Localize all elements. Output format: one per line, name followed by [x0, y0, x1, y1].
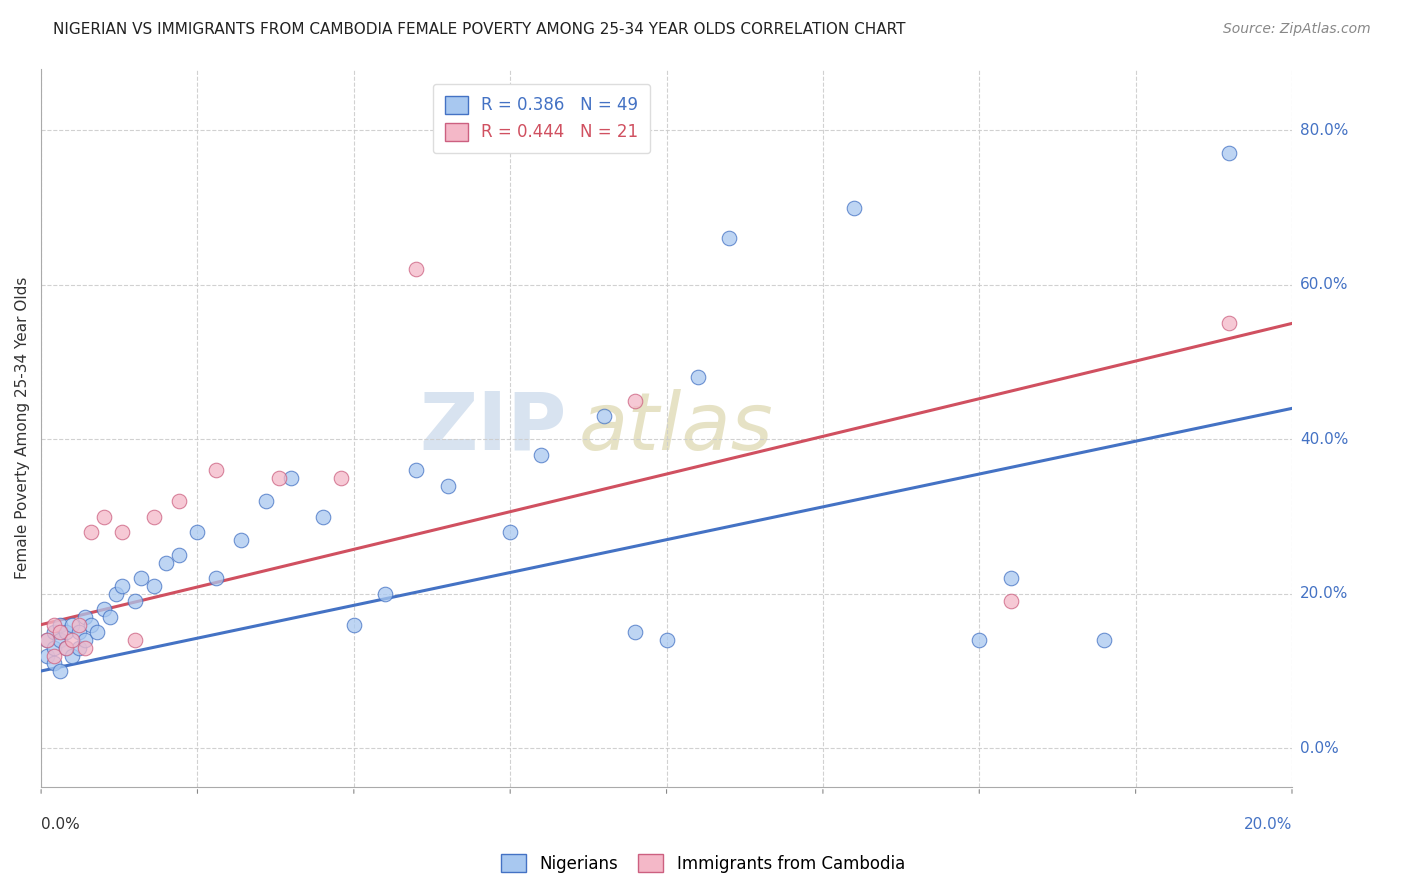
- Point: [967, 633, 990, 648]
- Point: [67, 617, 90, 632]
- Point: [343, 617, 366, 632]
- Text: 0.0%: 0.0%: [41, 817, 80, 832]
- Point: [105, 587, 128, 601]
- Point: [67, 625, 90, 640]
- Point: [129, 571, 152, 585]
- Point: [436, 478, 458, 492]
- Point: [1000, 594, 1022, 608]
- Point: [718, 231, 741, 245]
- Point: [93, 602, 115, 616]
- Point: [624, 625, 647, 640]
- Point: [80, 524, 103, 539]
- Point: [86, 625, 108, 640]
- Point: [530, 448, 553, 462]
- Point: [55, 640, 77, 655]
- Text: atlas: atlas: [579, 389, 773, 467]
- Point: [73, 610, 96, 624]
- Point: [142, 509, 165, 524]
- Point: [205, 571, 228, 585]
- Text: Source: ZipAtlas.com: Source: ZipAtlas.com: [1223, 22, 1371, 37]
- Point: [124, 594, 146, 608]
- Point: [499, 524, 522, 539]
- Point: [844, 201, 866, 215]
- Text: 60.0%: 60.0%: [1301, 277, 1348, 293]
- Point: [73, 633, 96, 648]
- Point: [67, 640, 90, 655]
- Point: [37, 633, 59, 648]
- Point: [60, 633, 83, 648]
- Point: [167, 548, 190, 562]
- Text: ZIP: ZIP: [419, 389, 567, 467]
- Point: [111, 579, 134, 593]
- Point: [73, 640, 96, 655]
- Point: [42, 648, 65, 663]
- Point: [142, 579, 165, 593]
- Point: [37, 633, 59, 648]
- Point: [254, 494, 277, 508]
- Point: [280, 471, 302, 485]
- Point: [330, 471, 353, 485]
- Point: [311, 509, 333, 524]
- Point: [186, 524, 208, 539]
- Point: [49, 617, 72, 632]
- Point: [686, 370, 709, 384]
- Point: [405, 463, 427, 477]
- Point: [624, 393, 647, 408]
- Point: [60, 648, 83, 663]
- Point: [42, 617, 65, 632]
- Text: 20.0%: 20.0%: [1301, 586, 1348, 601]
- Point: [167, 494, 190, 508]
- Point: [93, 509, 115, 524]
- Point: [1000, 571, 1022, 585]
- Point: [374, 587, 396, 601]
- Legend: Nigerians, Immigrants from Cambodia: Nigerians, Immigrants from Cambodia: [495, 847, 911, 880]
- Text: 0.0%: 0.0%: [1301, 740, 1339, 756]
- Point: [111, 524, 134, 539]
- Point: [267, 471, 290, 485]
- Point: [98, 610, 121, 624]
- Text: 20.0%: 20.0%: [1244, 817, 1292, 832]
- Point: [42, 640, 65, 655]
- Point: [49, 664, 72, 678]
- Point: [1218, 146, 1240, 161]
- Point: [42, 657, 65, 671]
- Text: 80.0%: 80.0%: [1301, 123, 1348, 137]
- Point: [60, 617, 83, 632]
- Point: [205, 463, 228, 477]
- Point: [49, 625, 72, 640]
- Point: [1092, 633, 1115, 648]
- Point: [80, 617, 103, 632]
- Point: [405, 262, 427, 277]
- Text: NIGERIAN VS IMMIGRANTS FROM CAMBODIA FEMALE POVERTY AMONG 25-34 YEAR OLDS CORREL: NIGERIAN VS IMMIGRANTS FROM CAMBODIA FEM…: [53, 22, 905, 37]
- Y-axis label: Female Poverty Among 25-34 Year Olds: Female Poverty Among 25-34 Year Olds: [15, 277, 30, 579]
- Point: [37, 648, 59, 663]
- Point: [593, 409, 616, 423]
- Point: [55, 625, 77, 640]
- Point: [55, 640, 77, 655]
- Point: [124, 633, 146, 648]
- Text: 40.0%: 40.0%: [1301, 432, 1348, 447]
- Point: [1218, 317, 1240, 331]
- Point: [231, 533, 253, 547]
- Point: [155, 556, 177, 570]
- Point: [49, 633, 72, 648]
- Point: [655, 633, 678, 648]
- Point: [42, 625, 65, 640]
- Legend: R = 0.386   N = 49, R = 0.444   N = 21: R = 0.386 N = 49, R = 0.444 N = 21: [433, 84, 650, 153]
